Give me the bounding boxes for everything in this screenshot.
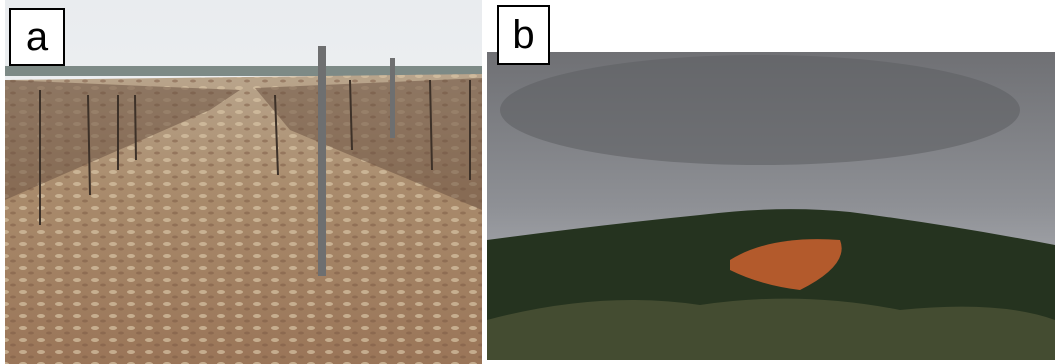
panel-label: a bbox=[9, 8, 65, 66]
figure: a b bbox=[0, 0, 1055, 364]
photo-b bbox=[487, 52, 1055, 360]
panel-label: b bbox=[497, 5, 550, 65]
photo-a bbox=[5, 0, 482, 364]
